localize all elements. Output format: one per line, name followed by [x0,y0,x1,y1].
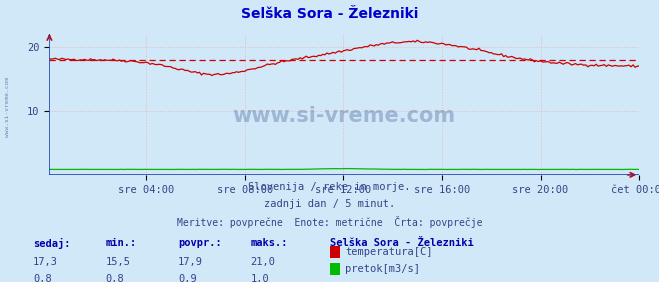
Text: Selška Sora - Železniki: Selška Sora - Železniki [330,238,473,248]
Text: 1,0: 1,0 [250,274,269,282]
Text: www.si-vreme.com: www.si-vreme.com [5,77,11,137]
Text: www.si-vreme.com: www.si-vreme.com [233,106,456,125]
Text: 0,9: 0,9 [178,274,196,282]
Text: 0,8: 0,8 [33,274,51,282]
Text: 17,3: 17,3 [33,257,58,266]
Text: zadnji dan / 5 minut.: zadnji dan / 5 minut. [264,199,395,209]
Text: Selška Sora - Železniki: Selška Sora - Železniki [241,7,418,21]
Text: temperatura[C]: temperatura[C] [345,247,433,257]
Text: pretok[m3/s]: pretok[m3/s] [345,264,420,274]
Text: povpr.:: povpr.: [178,238,221,248]
Text: Meritve: povprečne  Enote: metrične  Črta: povprečje: Meritve: povprečne Enote: metrične Črta:… [177,216,482,228]
Text: Slovenija / reke in morje.: Slovenija / reke in morje. [248,182,411,192]
Text: 15,5: 15,5 [105,257,130,266]
Text: 17,9: 17,9 [178,257,203,266]
Text: sedaj:: sedaj: [33,238,71,249]
Text: maks.:: maks.: [250,238,288,248]
Text: 21,0: 21,0 [250,257,275,266]
Text: min.:: min.: [105,238,136,248]
Text: 0,8: 0,8 [105,274,124,282]
